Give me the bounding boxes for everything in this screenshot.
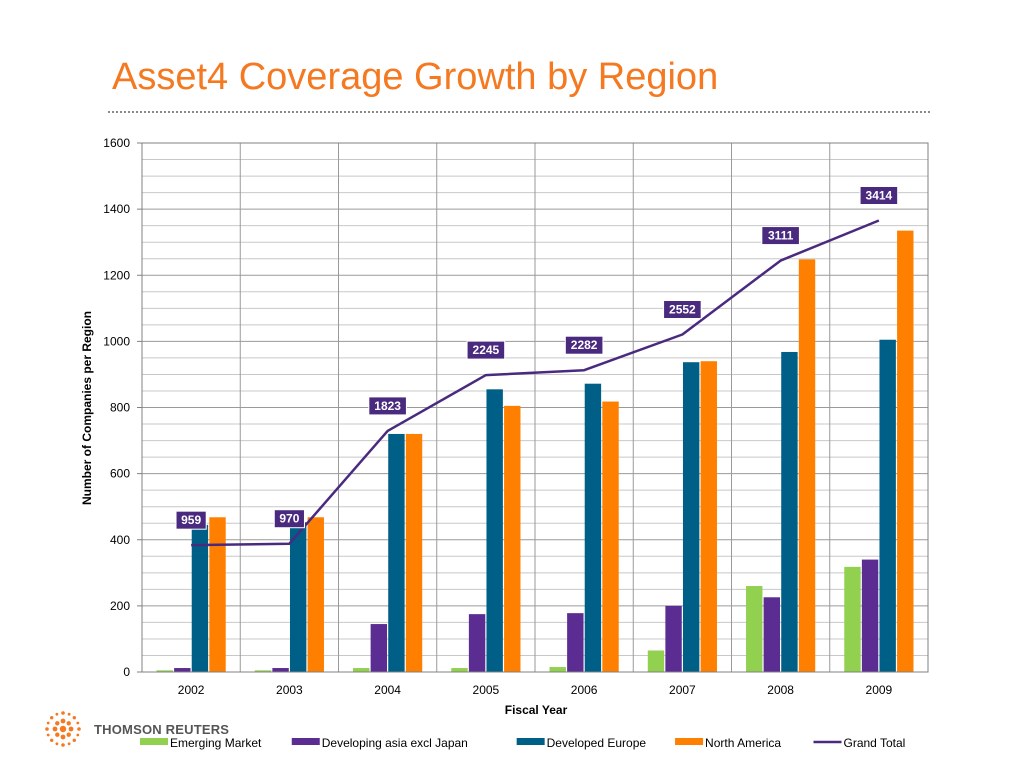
x-tick-label: 2009 [866,683,893,697]
bar-north-america-2006 [602,401,619,672]
legend-entry: Developed Europe [547,736,647,750]
grand-total-label-box [368,396,407,416]
bar-emerging-market-2005 [451,668,468,672]
bar-north-america-2007 [700,361,717,672]
x-tick-label: 2003 [276,683,303,697]
legend-entry: Emerging Market [170,736,262,750]
y-tick-label: 600 [110,467,130,481]
legend: Emerging Market Developing asia excl Japa… [140,736,905,750]
y-tick-label: 1200 [103,268,130,282]
bar-developed-europe-2002 [191,524,209,672]
grand-total-label-box [859,185,899,205]
thomson-reuters-dot-globe-icon [45,711,81,747]
bar-north-america-2002 [209,517,226,672]
bar-north-america-2004 [405,433,423,672]
bar-developing-asia-excl-japan-2006 [567,613,584,672]
grand-total-data-label: 2282 [571,338,598,352]
grand-total-label-box [175,510,207,530]
bar-developing-asia-excl-japan-2009 [861,559,879,672]
bar-developed-europe-2004 [388,433,405,672]
grand-total-data-label: 970 [279,512,299,526]
bar-developed-europe-2005 [486,389,503,672]
grand-total-data-label: 1823 [374,399,401,413]
bar-developing-asia-excl-japan-2002 [174,668,191,672]
bar-developing-asia-excl-japan-2005 [468,614,486,672]
y-tick-label: 0 [123,665,130,679]
legend-swatch [291,738,320,745]
page-title: Asset4 Coverage Growth by Region [112,56,719,98]
bar-emerging-market-2008 [746,586,763,672]
grand-total-data-label: 2552 [669,302,696,316]
bar-emerging-market-2004 [353,668,370,672]
data-labels: 959 970 1823 2245 2282 2552 3111 3414 [175,185,899,530]
x-axis-title: Fiscal Year [505,703,568,717]
brand-name: THOMSON REUTERS [94,721,230,737]
bar-north-america-2003 [307,517,324,672]
grand-total-label-box [564,335,604,355]
x-tick-label: 2002 [178,683,205,697]
grand-total-data-label: 3414 [866,188,893,202]
x-tick-label: 2005 [473,683,500,697]
x-tick-label: 2006 [571,683,598,697]
bar-developing-asia-excl-japan-2004 [370,624,388,672]
y-tick-label: 400 [110,533,130,547]
bar-north-america-2008 [798,259,816,672]
y-tick-label: 1000 [103,334,130,348]
bar-north-america-2009 [897,230,914,672]
legend-swatch [675,738,704,745]
bar-developing-asia-excl-japan-2008 [763,597,781,672]
bar-emerging-market-2003 [254,670,272,672]
y-tick-label: 1400 [103,202,130,216]
grand-total-data-label: 959 [181,513,201,527]
y-tick-label: 800 [110,401,130,415]
tick-labels: 2002 2003 2004 2005 2006 2007 2008 2009 0 200 400 6… [103,136,892,697]
legend-entry: North America [705,736,781,750]
bar-marks [156,230,914,672]
y-tick-label: 1600 [103,136,130,150]
grand-total-label-box [273,509,305,529]
bar-developed-europe-2007 [682,362,700,672]
grand-total-line [191,219,880,547]
x-tick-label: 2004 [374,683,401,697]
axes [137,142,929,673]
bar-developing-asia-excl-japan-2003 [272,668,289,672]
y-tick-label: 200 [110,599,130,613]
bar-emerging-market-2006 [549,667,566,672]
brand-logo: THOMSON REUTERS [40,708,229,750]
bar-developed-europe-2009 [879,339,896,672]
legend-entry: Grand Total [844,736,906,750]
grand-total-data-label: 2245 [473,343,500,357]
bar-developing-asia-excl-japan-2007 [665,605,682,672]
legend-swatch [140,738,168,745]
grand-total-label-box [466,340,506,360]
bar-developed-europe-2008 [781,351,798,672]
y-axis-title: Number of Companies per Region [80,311,94,505]
grand-total-label-box [761,226,800,246]
legend-entry: Developing asia excl Japan [322,736,468,750]
bar-emerging-market-2002 [156,670,173,672]
title-divider [108,111,930,113]
legend-swatch [516,738,545,745]
bar-north-america-2005 [504,405,521,672]
x-tick-label: 2008 [767,683,794,697]
grand-total-polyline [191,219,880,547]
grand-total-label-box [663,299,702,319]
bar-developed-europe-2006 [584,383,602,672]
bar-developed-europe-2003 [289,522,307,672]
bar-emerging-market-2009 [844,566,861,672]
bar-emerging-market-2007 [647,650,665,672]
x-tick-label: 2007 [669,683,696,697]
grand-total-data-label: 3111 [768,229,794,243]
